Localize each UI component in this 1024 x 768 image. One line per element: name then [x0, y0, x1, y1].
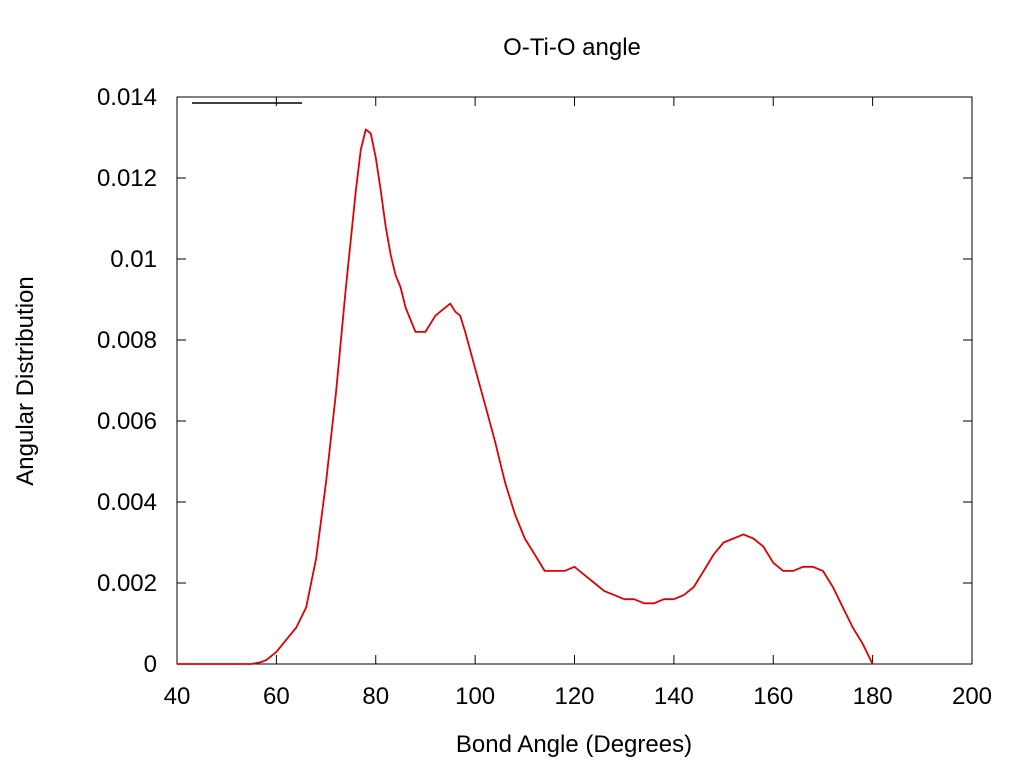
x-tick-label: 40	[164, 683, 191, 710]
plot-frame	[176, 96, 973, 665]
y-tick-label: 0.008	[97, 327, 157, 354]
y-tick-label: 0.004	[97, 489, 157, 516]
y-tick-label: 0.01	[110, 246, 157, 273]
x-tick-label: 100	[455, 683, 495, 710]
series-line	[177, 128, 874, 665]
x-tick-label: 60	[263, 683, 290, 710]
x-axis-ticks: 40 60 80 100 120 140 160 180 200	[164, 97, 992, 710]
y-axis-label: Angular Distribution	[12, 276, 39, 485]
chart-title: O-Ti-O angle	[503, 34, 641, 61]
x-tick-label: 140	[654, 683, 694, 710]
x-tick-label: 80	[362, 683, 389, 710]
y-tick-label: 0	[144, 651, 157, 678]
x-tick-label: 200	[952, 683, 992, 710]
y-tick-label: 0.014	[97, 84, 157, 111]
y-tick-label: 0.002	[97, 570, 157, 597]
series-layer	[177, 128, 874, 665]
y-axis-ticks: 0 0.002 0.004 0.006 0.008 0.01 0.012 0.014	[97, 84, 972, 678]
x-axis-label: Bond Angle (Degrees)	[456, 731, 692, 758]
y-tick-label: 0.006	[97, 408, 157, 435]
x-tick-label: 120	[554, 683, 594, 710]
x-tick-label: 160	[753, 683, 793, 710]
y-tick-label: 0.012	[97, 165, 157, 192]
x-tick-label: 180	[853, 683, 893, 710]
